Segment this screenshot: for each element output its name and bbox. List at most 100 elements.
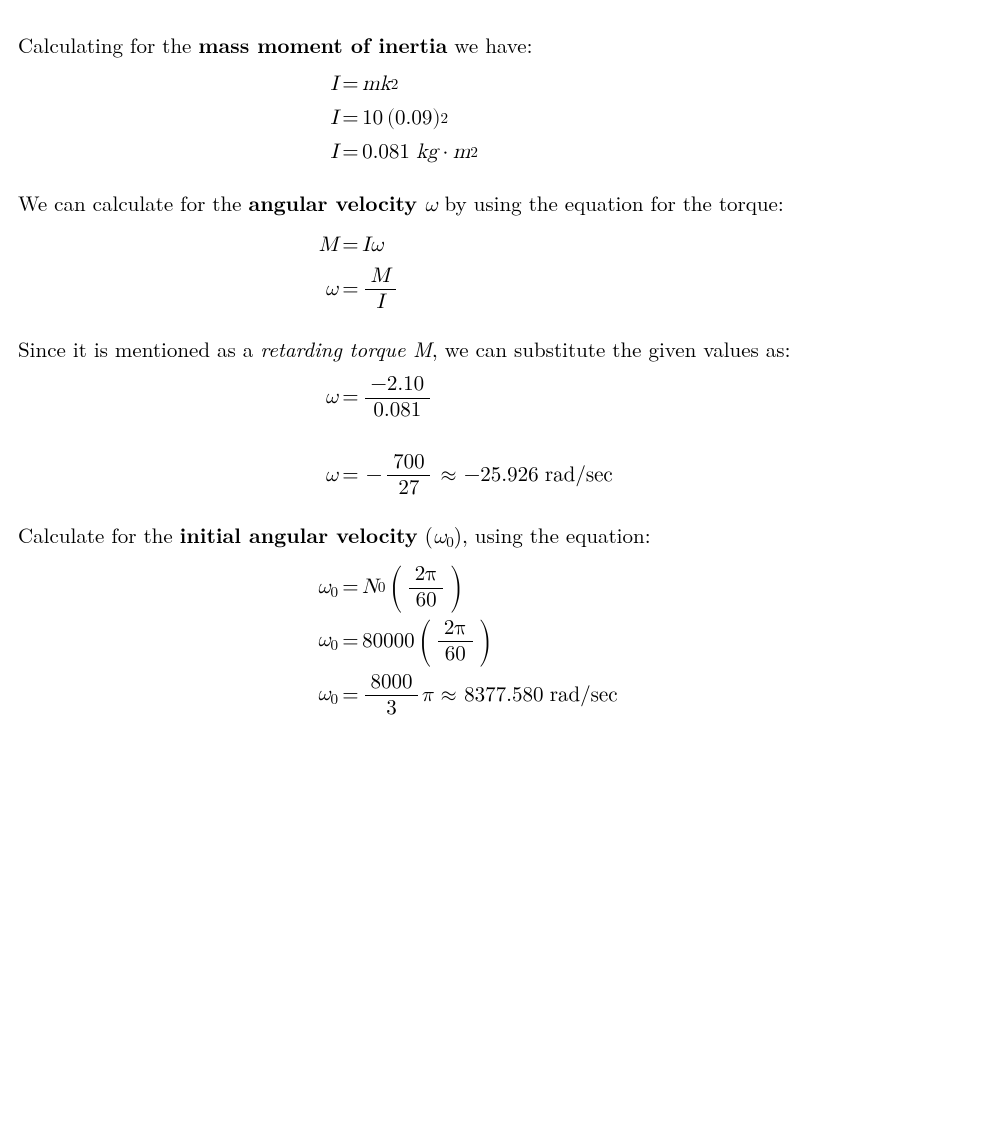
unit: rad/sec [545, 462, 613, 490]
eq-rhs: −2.10 0.081 [361, 374, 979, 422]
eq-omega-M-over-I: ω = M I [18, 266, 979, 314]
minus-sign: − [366, 462, 385, 490]
denominator: 60 [439, 642, 472, 666]
denominator: I [370, 290, 389, 314]
eqblock-torque: M = Iω ω = M I [18, 232, 979, 314]
subscript: 0 [330, 638, 338, 653]
numerator: 2π [444, 618, 467, 639]
paren-close-icon: ) [479, 622, 492, 662]
text: , using the equation: [462, 520, 651, 550]
text: ) [454, 520, 462, 550]
text: we have: [447, 30, 532, 60]
eq-rhs: mk2 [361, 71, 979, 99]
paragraph-initial-angular-velocity: Calculate for the initial angular veloci… [18, 521, 979, 553]
var-k: k [380, 71, 391, 99]
exponent: 2 [441, 109, 449, 129]
text: ( [418, 520, 433, 550]
eqblock-moment-inertia: I = mk2 I = 10(0.09)2 I = 0.081kg·m2 [18, 71, 979, 168]
eq-rhs: 8000 3 π ≈ 8377.580rad/sec [361, 672, 979, 720]
exponent: 2 [470, 143, 478, 163]
eq-relation: = [341, 276, 362, 304]
symbol-omega: ω [317, 684, 330, 705]
dot: · [438, 139, 453, 167]
eq-relation: = [341, 384, 362, 412]
exponent: 2 [391, 75, 399, 95]
var-I: I [362, 232, 370, 260]
subscript-zero: 0 [446, 534, 454, 549]
eq-omega-approx: ω = − 700 27 ≈ −25.926rad/sec [18, 452, 979, 500]
denominator: 3 [380, 696, 402, 720]
var-omega: ω [370, 232, 383, 260]
text: Since it is mentioned as a [18, 334, 260, 364]
eq-lhs: I [18, 105, 341, 133]
text: Calculating for the [18, 30, 198, 60]
text: by using the equation for the torque: [438, 188, 784, 218]
eq-lhs: I [18, 139, 341, 167]
value: 0.081 [362, 139, 410, 167]
symbol-omega: ω [317, 577, 330, 598]
eq-lhs: ω0 [18, 627, 341, 656]
text: Calculate for the [18, 520, 180, 550]
unit: rad/sec [550, 682, 618, 710]
symbol-omega: ω [317, 630, 330, 651]
eq-rhs: − 700 27 ≈ −25.926rad/sec [361, 452, 979, 500]
eq-omega0-N0: ω0 = N0 ( 2π 60 ) [18, 564, 979, 612]
numerator: 700 [387, 452, 430, 476]
fraction: −2.10 0.081 [365, 374, 430, 422]
fraction: 2π 60 [409, 564, 444, 612]
eq-relation: = [341, 682, 362, 710]
paragraph-moment-inertia-intro: Calculating for the mass moment of inert… [18, 31, 979, 59]
value: 0.09 [395, 105, 432, 133]
value: −25.926 [464, 462, 539, 490]
paren-open-icon: ( [418, 622, 431, 662]
numerator: M [365, 266, 396, 290]
text: We can calculate for the [18, 188, 248, 218]
eq-lhs: ω [18, 462, 341, 490]
paren-close: ) [432, 105, 440, 133]
eq-rhs: 0.081kg·m2 [361, 139, 979, 167]
eq-I-mk2: I = mk2 [18, 71, 979, 99]
numerator: 2π [415, 564, 438, 585]
fraction: 700 27 [387, 452, 430, 500]
eq-relation: = [341, 139, 362, 167]
paragraph-angular-velocity-intro: We can calculate for the angular velocit… [18, 189, 979, 220]
eqblock-omega0: ω0 = N0 ( 2π 60 ) ω0 = 80000 [18, 564, 979, 719]
value: 8377.580 [464, 682, 543, 710]
term-retarding-torque: retarding torque M [260, 334, 432, 364]
paragraph-retarding-torque: Since it is mentioned as a retarding tor… [18, 335, 979, 363]
eq-M-Iomega: M = Iω [18, 232, 979, 260]
subscript: 0 [330, 692, 338, 707]
eq-relation: = [341, 232, 362, 260]
value: 10 [362, 105, 383, 133]
term-initial-angular-velocity: initial angular velocity [180, 520, 418, 550]
unit-m: m [453, 139, 471, 167]
eq-rhs: Iω [361, 232, 979, 260]
eq-lhs: ω [18, 276, 341, 304]
eq-relation: = [341, 462, 362, 490]
eq-rhs: 10(0.09)2 [361, 105, 979, 133]
denominator: 27 [392, 476, 425, 500]
eq-lhs: ω [18, 384, 341, 412]
text: , we can substitute the given values as: [432, 334, 791, 364]
eq-I-10-0.09-sq: I = 10(0.09)2 [18, 105, 979, 133]
denominator: 0.081 [368, 399, 428, 423]
eq-I-0.081: I = 0.081kg·m2 [18, 139, 979, 167]
eqblock-omega-value: ω = −2.10 0.081 ω = − 700 27 ≈ −25.926ra… [18, 374, 979, 499]
paren-group: ( 2π 60 ) [416, 618, 495, 666]
eq-relation: = [341, 105, 362, 133]
fraction: 2π 60 [438, 618, 473, 666]
paren-open: ( [387, 105, 395, 133]
eq-omega0-result: ω0 = 8000 3 π ≈ 8377.580rad/sec [18, 672, 979, 720]
eq-lhs: ω0 [18, 574, 341, 603]
symbol-omega: ω [424, 195, 437, 216]
paren-close-icon: ) [450, 568, 463, 608]
symbol-pi: π [421, 682, 433, 710]
eq-lhs: I [18, 71, 341, 99]
subscript: 0 [330, 585, 338, 600]
numerator: 8000 [365, 672, 419, 696]
paren-group: ( 2π 60 ) [387, 564, 466, 612]
symbol-omega: ω [433, 527, 446, 548]
eq-rhs: 80000 ( 2π 60 ) [361, 618, 979, 666]
eq-omega0-80000: ω0 = 80000 ( 2π 60 ) [18, 618, 979, 666]
eq-omega-frac1: ω = −2.10 0.081 [18, 374, 979, 422]
